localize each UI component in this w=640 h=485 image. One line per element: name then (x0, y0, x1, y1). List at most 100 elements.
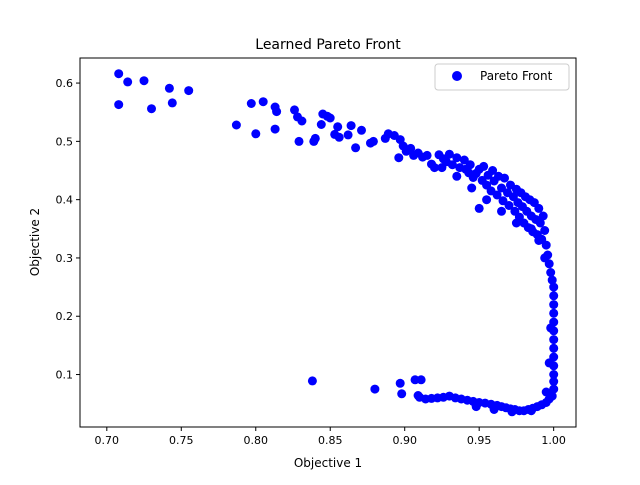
data-point (534, 203, 544, 213)
x-tick-label: 0.95 (467, 434, 492, 447)
data-point (370, 384, 380, 394)
data-point (452, 153, 462, 163)
data-point (413, 391, 423, 400)
data-point (479, 161, 489, 171)
data-point (447, 160, 457, 170)
data-point (167, 98, 177, 108)
data-point (549, 377, 559, 386)
data-point (394, 153, 404, 163)
data-point (114, 69, 124, 79)
data-point (549, 282, 559, 292)
data-point (500, 173, 509, 183)
data-point (334, 132, 344, 142)
data-point (139, 76, 149, 86)
data-point (547, 275, 557, 285)
data-point (511, 218, 521, 228)
data-point (526, 224, 536, 234)
data-point (290, 105, 299, 115)
data-point (541, 240, 551, 250)
x-tick-label: 0.80 (244, 434, 269, 447)
data-point (544, 358, 554, 368)
data-point (395, 378, 405, 388)
data-point (540, 226, 550, 235)
data-point (297, 116, 307, 126)
data-point (397, 389, 407, 399)
data-point (467, 183, 477, 193)
data-point (549, 384, 559, 394)
data-point (534, 236, 544, 245)
legend-marker (452, 71, 462, 81)
data-point (310, 133, 320, 143)
x-tick-label: 0.75 (169, 434, 194, 447)
data-point (540, 253, 550, 263)
legend: Pareto Front (434, 63, 570, 91)
data-point (246, 99, 256, 108)
data-point (549, 343, 559, 353)
data-point (444, 149, 454, 159)
data-point (416, 375, 426, 385)
data-point (147, 104, 156, 114)
data-point (406, 143, 416, 153)
data-point (258, 97, 268, 107)
x-tick-label: 1.00 (541, 434, 566, 447)
data-point (538, 211, 548, 221)
legend-box (434, 63, 570, 91)
x-axis-label: Objective 1 (294, 456, 362, 470)
data-point (482, 195, 492, 205)
data-point (294, 136, 304, 146)
y-axis-label: Objective 2 (28, 208, 42, 276)
data-point (325, 113, 335, 123)
data-point (474, 203, 484, 213)
data-point (465, 160, 475, 170)
data-point (184, 86, 194, 96)
data-point (471, 402, 481, 412)
axes-frame (79, 57, 577, 428)
data-point (492, 190, 502, 200)
y-tick-label: 0.4 (56, 194, 74, 207)
x-axis: 0.70 0.75 0.80 0.85 0.90 0.95 1.00 (95, 427, 566, 447)
data-point (549, 300, 559, 310)
x-tick-label: 0.70 (95, 434, 120, 447)
chart-title: Learned Pareto Front (255, 37, 401, 53)
data-point (343, 130, 353, 140)
data-point (164, 83, 174, 93)
data-point (357, 125, 366, 135)
data-point (549, 335, 559, 345)
y-tick-label: 0.2 (56, 310, 74, 323)
data-point (316, 120, 326, 129)
data-point (430, 163, 439, 173)
data-point (114, 100, 124, 110)
y-tick-label: 0.1 (56, 369, 74, 382)
data-point (368, 136, 378, 146)
data-point (546, 268, 556, 277)
data-point (488, 166, 498, 175)
y-tick-label: 0.3 (56, 252, 74, 265)
data-point (549, 370, 559, 379)
data-point (507, 407, 517, 417)
data-point (333, 122, 343, 132)
data-point (251, 129, 261, 139)
data-point (526, 406, 536, 416)
data-point (504, 201, 514, 210)
data-point (546, 323, 556, 333)
data-point (231, 120, 241, 130)
data-point (272, 107, 282, 117)
y-tick-label: 0.6 (56, 77, 74, 90)
data-point (541, 387, 551, 397)
data-point (307, 376, 317, 386)
data-point (489, 405, 499, 414)
x-tick-label: 0.90 (392, 434, 417, 447)
y-axis: 0.1 0.2 0.3 0.4 0.5 0.6 (56, 77, 80, 382)
data-point (270, 124, 280, 134)
data-point (549, 308, 559, 318)
data-point (123, 77, 133, 87)
data-point (535, 218, 545, 228)
x-tick-label: 0.85 (318, 434, 343, 447)
data-point (437, 163, 447, 173)
data-point (351, 143, 361, 153)
y-tick-label: 0.5 (56, 135, 74, 148)
legend-label: Pareto Front (480, 69, 553, 83)
data-point (346, 121, 356, 131)
